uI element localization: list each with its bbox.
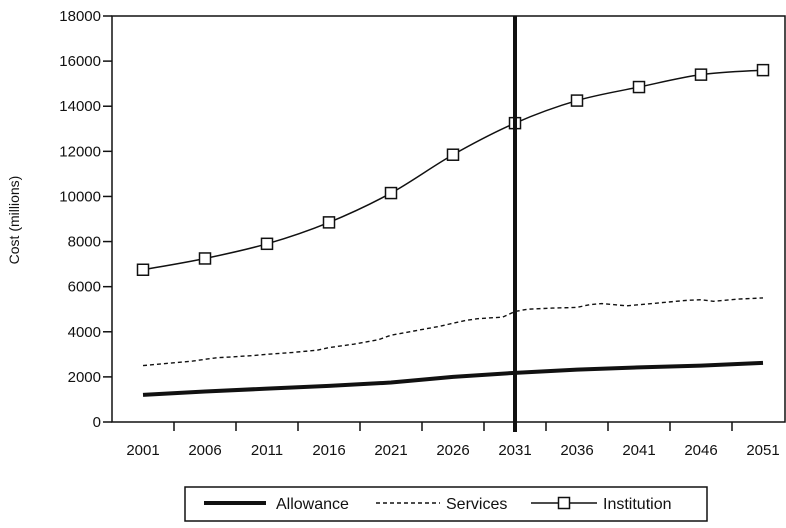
x-tick-label: 2021 <box>374 442 407 459</box>
data-point-institution <box>198 252 212 265</box>
axes-layer: 0 2000 4000 6000 8000 10000 12000 14000 16000 180… <box>59 8 786 459</box>
x-tick-label: 2036 <box>560 442 593 459</box>
plot-frame <box>111 15 786 423</box>
y-tick-label: 18000 <box>59 8 101 25</box>
y-tick-label: 4000 <box>68 324 101 341</box>
data-point-institution <box>322 216 336 229</box>
legend-marker-institution <box>557 496 571 510</box>
data-point-institution <box>260 237 274 251</box>
legend-box <box>184 486 708 522</box>
x-tick-label: 2016 <box>312 442 345 459</box>
y-tick-label: 8000 <box>68 234 101 251</box>
data-point-institution <box>694 68 708 81</box>
y-tick-label: 12000 <box>59 143 101 160</box>
legend-label-institution: Institution <box>603 496 671 513</box>
x-tick-label: 2046 <box>684 442 717 459</box>
x-tick-label: 2041 <box>622 442 655 459</box>
x-tick-label: 2011 <box>251 442 283 459</box>
series-line-services <box>142 297 764 367</box>
x-tick-label: 2006 <box>188 442 221 459</box>
data-point-institution <box>384 186 398 200</box>
data-point-institution <box>756 63 770 77</box>
series-line-allowance <box>142 360 764 397</box>
data-point-institution <box>136 263 150 276</box>
series-layer <box>136 63 770 397</box>
y-tick-label: 16000 <box>59 53 101 70</box>
legend-label-services: Services <box>446 496 507 513</box>
legend: Allowance Services Institution <box>184 486 708 522</box>
data-point-institution <box>570 94 584 107</box>
data-point-institution <box>446 148 460 161</box>
x-tick-label: 2001 <box>126 442 159 459</box>
y-axis-title: Cost (millions) <box>6 176 22 265</box>
y-tick-label: 6000 <box>68 279 101 296</box>
series-line-institution <box>142 69 764 271</box>
data-point-institution <box>632 80 646 94</box>
y-tick-label: 0 <box>93 414 101 431</box>
x-tick-label: 2051 <box>746 442 779 459</box>
x-tick-label: 2031 <box>498 442 531 459</box>
legend-label-allowance: Allowance <box>276 496 349 513</box>
y-tick-label: 2000 <box>68 369 101 386</box>
y-tick-label: 10000 <box>59 188 101 205</box>
x-tick-label: 2026 <box>436 442 469 459</box>
y-tick-label: 14000 <box>59 98 101 115</box>
